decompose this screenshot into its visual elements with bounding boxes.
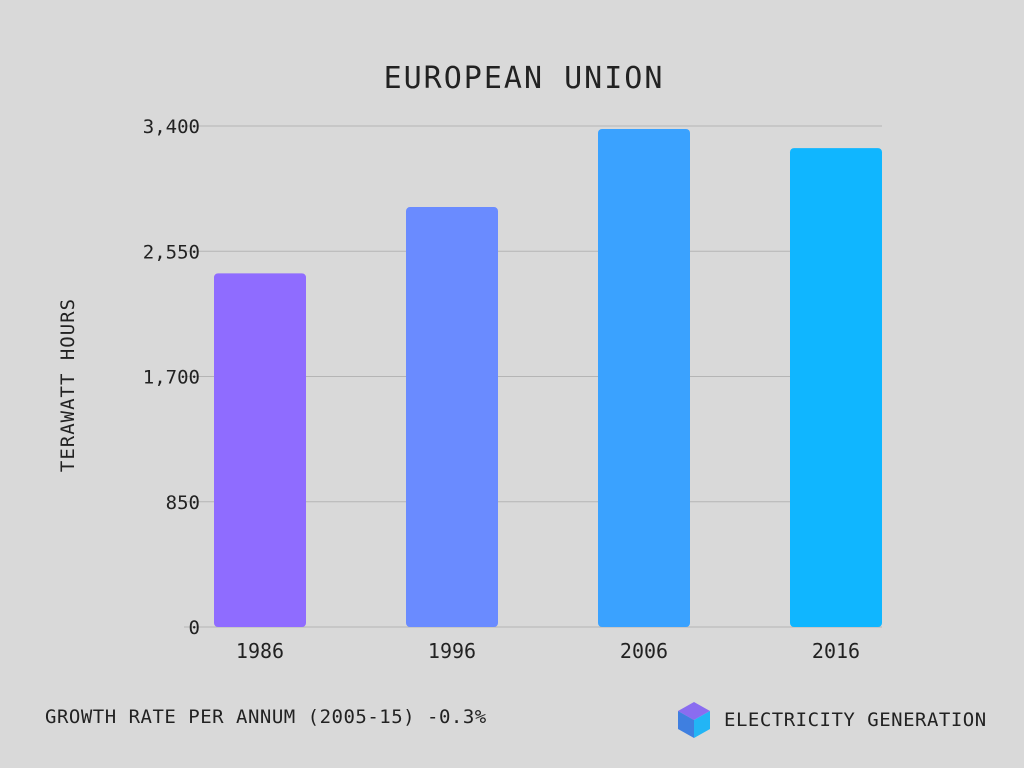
bar-2006 [598, 128, 690, 627]
y-tick-label: 0 [189, 617, 200, 639]
x-tick-label: 2016 [812, 639, 860, 663]
bar-layer [214, 128, 882, 627]
growth-rate-text: GROWTH RATE PER ANNUM (2005-15) -0.3% [45, 706, 487, 728]
y-axis-label: TERAWATT HOURS [57, 298, 79, 472]
bar-2016 [790, 148, 882, 627]
x-tick-label: 1986 [236, 639, 284, 663]
label-layer: EUROPEAN UNION TERAWATT HOURS 0 850 1,700 2… [57, 61, 860, 663]
bar-1986 [214, 273, 306, 627]
cube-icon [678, 702, 710, 738]
y-tick-label: 2,550 [143, 241, 200, 263]
legend-label: ELECTRICITY GENERATION [724, 709, 987, 731]
y-tick-label: 850 [166, 492, 200, 514]
bar-1996 [406, 207, 498, 627]
chart-title: EUROPEAN UNION [384, 61, 665, 96]
x-tick-label: 2006 [620, 639, 668, 663]
x-tick-label: 1996 [428, 639, 476, 663]
y-tick-label: 3,400 [143, 116, 200, 138]
y-tick-label: 1,700 [143, 367, 200, 389]
legend: ELECTRICITY GENERATION [676, 700, 987, 740]
